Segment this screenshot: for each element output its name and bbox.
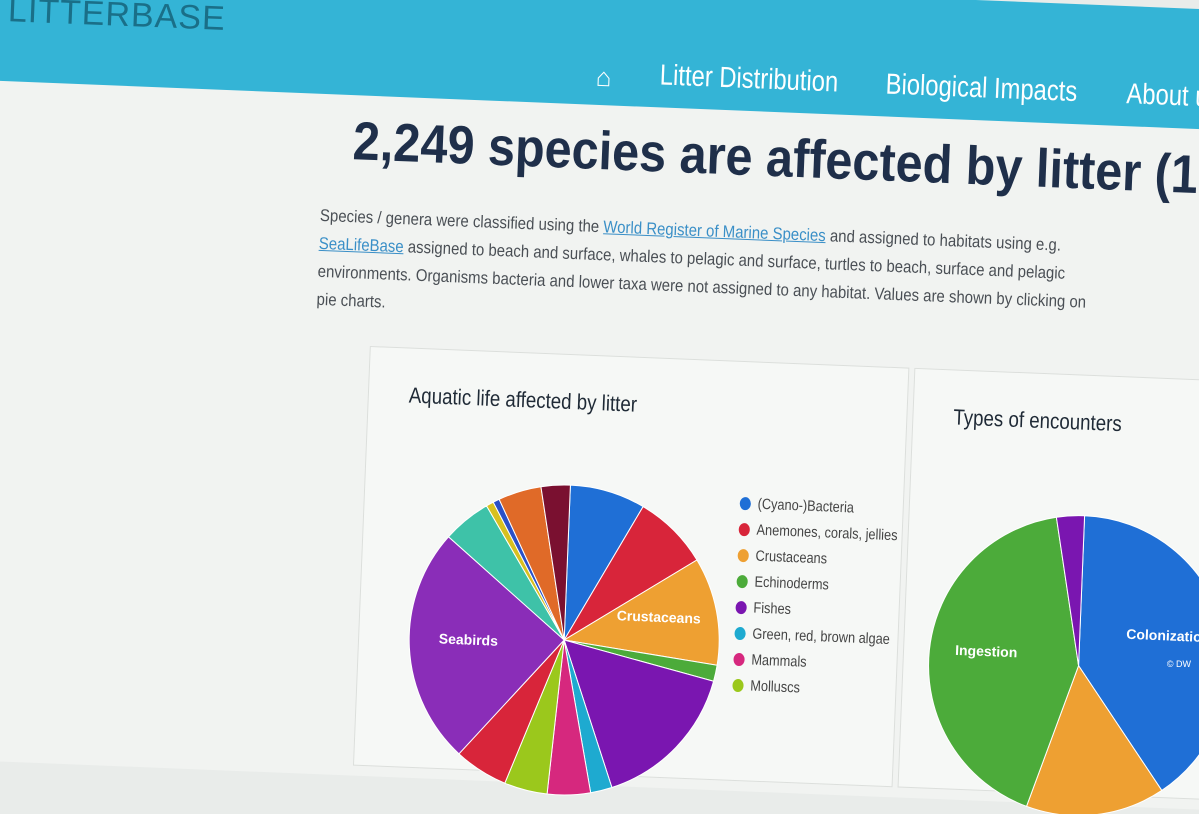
nav-about-us[interactable]: About us <box>1126 78 1199 115</box>
nav-biological-impacts[interactable]: Biological Impacts <box>885 68 1078 109</box>
legend-label: Crustaceans <box>755 547 827 567</box>
aquatic-life-panel: Aquatic life affected by litter Crustace… <box>353 346 909 787</box>
main-nav: ⌂ Litter Distribution Biological Impacts… <box>595 57 1199 115</box>
legend-dot-icon <box>737 548 749 561</box>
slice-label: Colonization <box>1126 626 1199 645</box>
legend-dot-icon <box>732 678 744 691</box>
slice-label: Seabirds <box>439 630 499 648</box>
legend-item[interactable]: Molluscs <box>732 672 892 704</box>
chart-title: Types of encounters <box>953 404 1122 437</box>
legend-dot-icon <box>740 496 752 509</box>
legend-dot-icon <box>735 600 747 613</box>
legend-dot-icon <box>739 522 751 535</box>
page-title: 2,249 species are affected by litter (1,… <box>352 110 1199 211</box>
slice-label: Crustaceans <box>616 607 701 626</box>
logo[interactable]: LITTERBASE <box>7 0 226 39</box>
watermark: © DW <box>1167 659 1191 669</box>
legend-label: Echinoderms <box>754 573 829 593</box>
legend-dot-icon <box>736 574 748 587</box>
description: Species / genera were classified using t… <box>316 202 1112 346</box>
chart-legend: (Cyano-)Bacteria Anemones, corals, jellie… <box>732 490 927 705</box>
desc-text: and assigned to habitats using e.g. <box>825 226 1061 254</box>
sealifebase-link[interactable]: SeaLifeBase <box>319 234 405 256</box>
legend-dot-icon <box>734 626 746 639</box>
home-icon[interactable]: ⌂ <box>595 61 622 86</box>
legend-label: Anemones, corals, jellies <box>756 521 898 544</box>
legend-label: Mammals <box>751 651 807 670</box>
chart-title: Aquatic life affected by litter <box>408 383 637 418</box>
slice-label: Ingestion <box>955 642 1018 660</box>
legend-label: Green, red, brown algae <box>752 625 890 648</box>
legend-label: Molluscs <box>750 677 800 696</box>
worms-link[interactable]: World Register of Marine Species <box>603 217 826 245</box>
legend-label: Fishes <box>753 599 791 617</box>
nav-litter-distribution[interactable]: Litter Distribution <box>659 59 839 99</box>
legend-dot-icon <box>733 652 745 665</box>
top-navigation-bar: LITTERBASE ⌂ Litter Distribution Biologi… <box>0 0 1199 132</box>
legend-label: (Cyano-)Bacteria <box>757 495 854 516</box>
desc-text: Species / genera were classified using t… <box>320 206 604 236</box>
